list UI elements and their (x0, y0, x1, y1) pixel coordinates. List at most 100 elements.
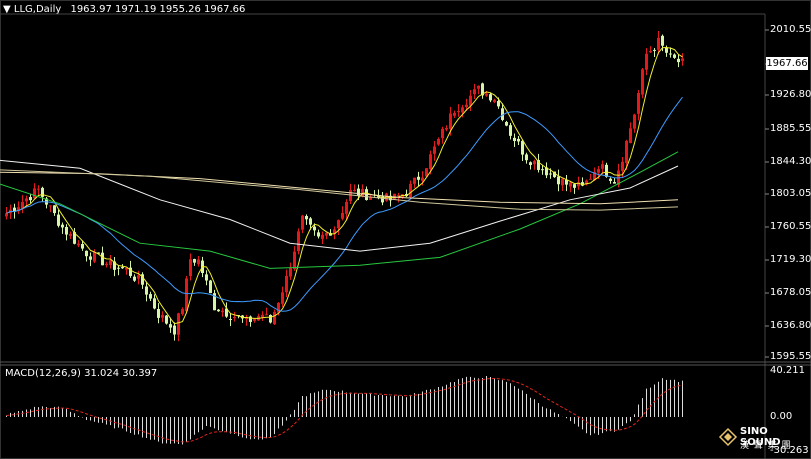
candle-body (149, 294, 152, 299)
candle-body (105, 263, 108, 266)
candle-body (173, 325, 176, 335)
candle-body (273, 311, 276, 325)
ma-long-line (0, 169, 679, 211)
candle-body (553, 171, 556, 178)
candle-body (21, 202, 24, 210)
candle-body (81, 244, 84, 249)
candle-body (265, 314, 268, 316)
candle-body (161, 315, 164, 318)
candle-body (529, 162, 532, 165)
candle-body (517, 138, 520, 142)
candle-body (405, 193, 408, 197)
candle-body (297, 231, 300, 252)
candle-body (101, 252, 104, 266)
candle-body (377, 196, 380, 198)
candle-body (309, 218, 312, 225)
candle-body (185, 278, 188, 312)
candle-body (133, 276, 136, 281)
candle-body (17, 207, 20, 211)
candle-body (13, 207, 16, 212)
candle-body (213, 293, 216, 311)
dropdown-triangle-icon[interactable]: ▼ (3, 4, 11, 15)
candle-body (501, 108, 504, 120)
candle-body (261, 314, 264, 318)
candle-body (441, 128, 444, 139)
candle-body (117, 267, 120, 269)
price-tick: 1885.55 (770, 123, 811, 134)
candle-body (637, 93, 640, 114)
candle-body (565, 179, 568, 185)
candle-body (325, 232, 328, 236)
candle-body (341, 212, 344, 219)
candle-body (513, 137, 516, 142)
candle-body (669, 53, 672, 55)
candle-body (381, 196, 384, 203)
candle-body (205, 274, 208, 281)
candle-body (445, 127, 448, 130)
candle-body (681, 58, 684, 61)
candle-body (93, 251, 96, 262)
candle-body (249, 316, 252, 322)
candle-body (421, 177, 424, 181)
chart-title: ▼ LLG,Daily 1963.97 1971.19 1955.26 1967… (3, 4, 245, 16)
sino-sound-logo: SINO SOUND 漢 聲 集 團 (716, 425, 808, 457)
candle-body (57, 214, 60, 226)
candle-body (313, 226, 316, 231)
candle-body (557, 176, 560, 185)
candle-body (85, 250, 88, 257)
candle-body (645, 53, 648, 70)
candle-body (449, 113, 452, 129)
candle-body (277, 302, 280, 313)
candle-body (229, 318, 232, 320)
candle-body (113, 261, 116, 270)
candle-body (653, 49, 656, 51)
candle-body (197, 259, 200, 265)
candle-body (593, 171, 596, 181)
candle-body (609, 178, 612, 181)
candle-body (97, 252, 100, 254)
candle-body (545, 167, 548, 176)
candle-body (5, 213, 8, 217)
ohlc-values: 1963.97 1971.19 1955.26 1967.66 (70, 4, 246, 15)
candle-body (337, 220, 340, 229)
candle-body (417, 176, 420, 180)
candle-body (157, 309, 160, 318)
candle-body (621, 161, 624, 171)
candle-body (469, 95, 472, 106)
candle-body (293, 251, 296, 270)
candle-body (625, 140, 628, 164)
candle-body (533, 161, 536, 165)
candle-body (221, 310, 224, 313)
candle-body (453, 112, 456, 116)
candle-body (437, 138, 440, 145)
candle-body (601, 164, 604, 169)
candle-body (33, 188, 36, 199)
candle-body (253, 318, 256, 321)
candle-body (181, 309, 184, 315)
candle-body (89, 256, 92, 260)
macd-tick: 40.211 (770, 365, 805, 376)
candle-body (77, 243, 80, 246)
candle-body (597, 169, 600, 173)
candle-body (349, 189, 352, 202)
candle-body (549, 173, 552, 175)
candle-body (209, 280, 212, 294)
logo-text: SINO SOUND (740, 426, 781, 448)
ma20-line (6, 96, 683, 312)
candle-body (481, 83, 484, 96)
candle-body (321, 234, 324, 239)
candle-body (177, 313, 180, 335)
macd-tick: 0.00 (770, 411, 793, 422)
ma60-line (0, 151, 679, 269)
candle-body (573, 184, 576, 188)
candle-body (537, 160, 540, 170)
price-tick: 1678.05 (770, 287, 811, 298)
candle-body (433, 146, 436, 154)
candle-body (661, 35, 664, 46)
candle-body (289, 267, 292, 277)
candle-body (165, 315, 168, 324)
candle-body (369, 196, 372, 200)
candle-body (641, 69, 644, 95)
candle-body (61, 224, 64, 228)
